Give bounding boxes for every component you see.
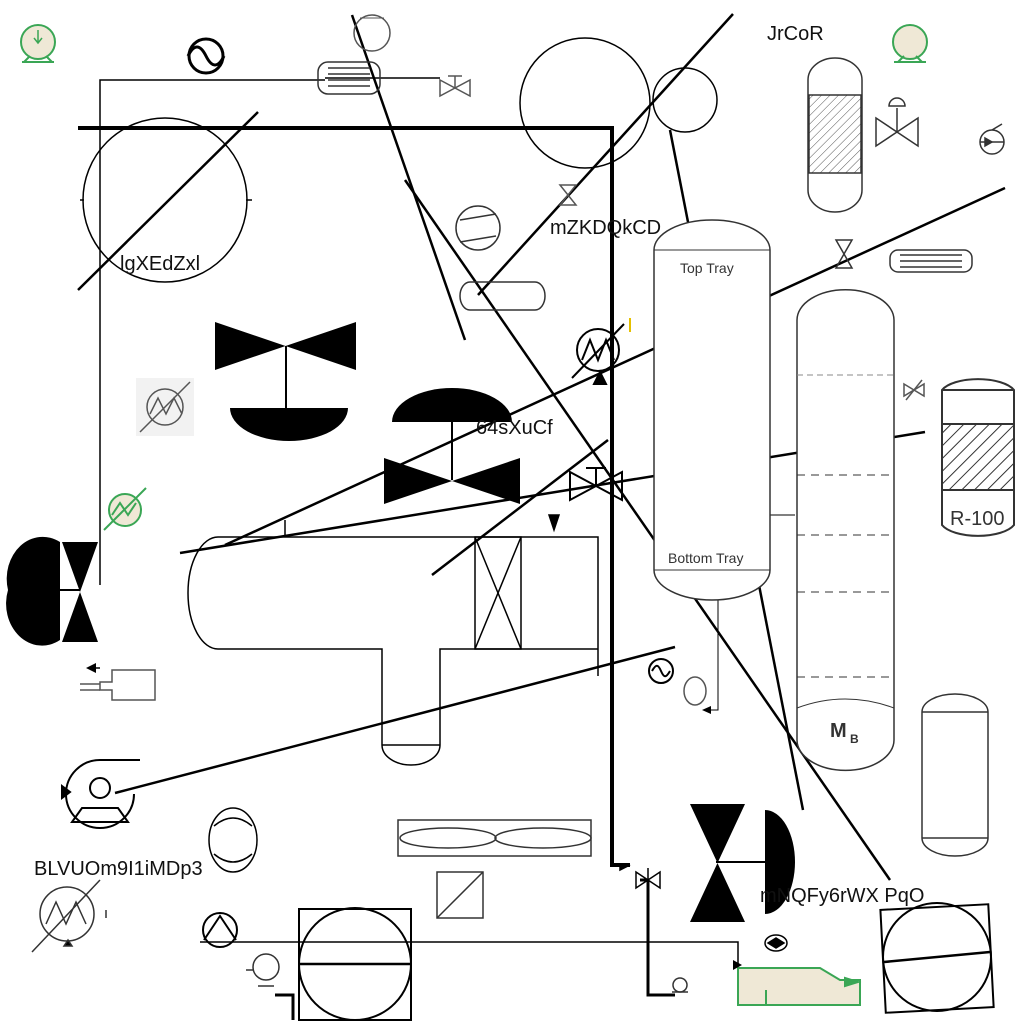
tray-tower-icon: M B [796,288,895,772]
reactor-label: R-100 [950,508,1004,530]
pump-icon [20,24,56,63]
equipment-label: BLVUOm9I1iMDp3 [34,858,203,880]
reactor-icon: R-100 [941,378,1015,537]
equipment-label: mNQFy6rWX PqO [760,885,924,907]
small-compressor-icon [202,912,238,948]
relief-valve-icon [903,379,925,401]
large-control-valve-icon [6,536,98,646]
rotating-drum-icon [298,907,412,1021]
small-pump-icon [246,953,280,987]
equipment-label: JrCoR [767,23,824,45]
distillation-column-icon: Top Tray Bottom Tray [653,219,771,601]
vertical-vessel-icon [921,693,989,857]
air-cooler-icon [397,819,592,857]
check-valve-icon [764,934,788,952]
equipment-label: mZKDQkCD [550,217,661,239]
horizontal-drum-icon [187,514,599,766]
gate-valve-icon [569,467,623,502]
compressor-icon [353,14,391,52]
storage-tank-icon [519,37,718,169]
heater-icon [571,318,631,385]
filter-box-icon [436,871,484,919]
large-control-valve-icon [384,388,520,504]
exchanger-icon [648,658,674,684]
large-control-valve-icon [215,322,356,441]
check-valve-icon [558,184,578,206]
green-compressor-icon [733,960,862,1006]
equipment-label: lgXEdZxl [120,253,200,275]
shell-tube-exchanger-icon [889,249,973,273]
valve-icon [875,97,919,148]
small-pump-icon [979,123,1005,155]
tower-subscript: B [850,732,859,746]
flow-arrow-icon [702,706,711,714]
rotating-drum-icon [879,902,995,1014]
bottom-tray-label: Bottom Tray [668,550,743,566]
pump-icon [892,24,928,63]
heater-icon [31,879,107,953]
gate-valve-icon [834,239,854,269]
compressor-icon [208,807,258,873]
horizontal-vessel-icon [459,281,546,311]
strainer-icon [683,676,707,706]
green-heater-icon [103,487,147,531]
sphere-tank-icon [80,117,252,283]
top-tray-label: Top Tray [680,260,734,276]
filter-icon [80,669,156,701]
equipment-label: 64sXuCf [476,417,553,439]
tower-label: M [830,720,847,742]
flow-arrow-icon [86,663,96,673]
rotary-compressor-icon [455,205,501,251]
packed-column-icon [807,57,863,213]
shell-tube-exchanger-icon [317,61,381,95]
heat-exchanger-icon [186,37,226,75]
small-pump-icon [672,977,688,993]
valve-icon [619,864,661,890]
centrifugal-pump-icon [61,759,140,829]
main-process-lines [78,77,795,1020]
heat-exchanger-icon [136,378,194,436]
large-control-valve-icon [690,804,795,922]
control-valve-icon [439,75,471,98]
